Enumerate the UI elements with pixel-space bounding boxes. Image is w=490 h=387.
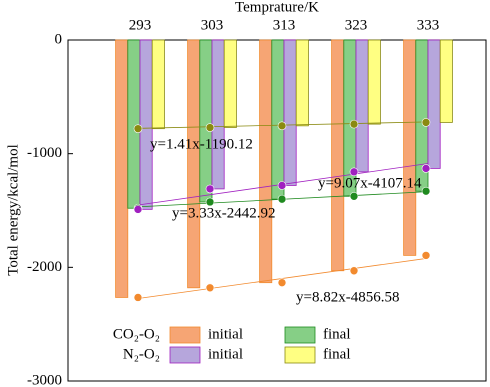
- data-point: [277, 181, 287, 190]
- data-point: [349, 266, 359, 276]
- x-tick-label: 303: [201, 17, 224, 33]
- y-tick-label: -3000: [27, 372, 62, 387]
- data-point: [205, 197, 215, 207]
- bar: [295, 39, 309, 127]
- bar: [331, 39, 345, 272]
- fit-equation: y=9.07x-4107.14: [318, 175, 422, 191]
- data-point: [421, 164, 431, 173]
- bar: [403, 39, 417, 256]
- data-point: [421, 251, 431, 260]
- bar: [223, 39, 237, 128]
- fit-line: [139, 257, 429, 299]
- bar: [355, 39, 369, 173]
- bar: [151, 39, 165, 130]
- y-tick-label: -1000: [27, 145, 62, 161]
- bar: [427, 39, 441, 169]
- data-point: [133, 293, 143, 302]
- bar: [199, 39, 213, 203]
- bar: [439, 39, 453, 123]
- data-point: [277, 121, 287, 131]
- legend-swatch: [284, 326, 316, 344]
- x-axis-title: Temprature/K: [235, 0, 319, 15]
- bar: [283, 39, 297, 186]
- y-tick-label: -2000: [27, 259, 62, 275]
- bar: [127, 39, 141, 209]
- data-point: [205, 283, 215, 293]
- legend-group: CO₂-O₂: [113, 326, 160, 342]
- legend-swatch: [169, 326, 201, 344]
- bar: [187, 39, 201, 289]
- data-point: [205, 123, 215, 132]
- legend-group: N₂-O₂: [123, 346, 160, 362]
- x-tick-label: 333: [417, 17, 440, 33]
- data-point: [421, 118, 431, 127]
- data-point: [133, 124, 143, 133]
- data-point: [349, 167, 359, 177]
- x-tick-label: 313: [273, 17, 296, 33]
- fit-equation: y=1.41x-1190.12: [150, 136, 253, 152]
- data-point: [421, 186, 431, 196]
- legend-label: initial: [208, 346, 243, 362]
- x-tick-label: 323: [345, 17, 368, 33]
- legend-swatch: [284, 346, 316, 364]
- data-point: [133, 205, 143, 214]
- legend-label: final: [323, 346, 351, 362]
- fit-equation: y=3.33x-2442.92: [172, 205, 275, 221]
- bar: [139, 39, 153, 210]
- bar: [271, 39, 285, 200]
- data-point: [277, 194, 287, 204]
- fit-equation: y=8.82x-4856.58: [296, 289, 399, 305]
- y-axis-title: Total energy/kcal/mol: [5, 144, 21, 276]
- x-tick-label: 293: [129, 17, 152, 33]
- data-point: [205, 184, 215, 194]
- y-tick-label: 0: [55, 31, 63, 47]
- bar: [211, 39, 225, 190]
- data-point: [349, 191, 359, 201]
- legend-label: initial: [208, 326, 243, 342]
- bar: [367, 39, 381, 125]
- data-point: [349, 119, 359, 129]
- bar: [259, 39, 273, 284]
- legend-label: final: [323, 326, 351, 342]
- data-point: [277, 278, 287, 287]
- bar: [115, 39, 129, 298]
- legend-swatch: [169, 346, 201, 364]
